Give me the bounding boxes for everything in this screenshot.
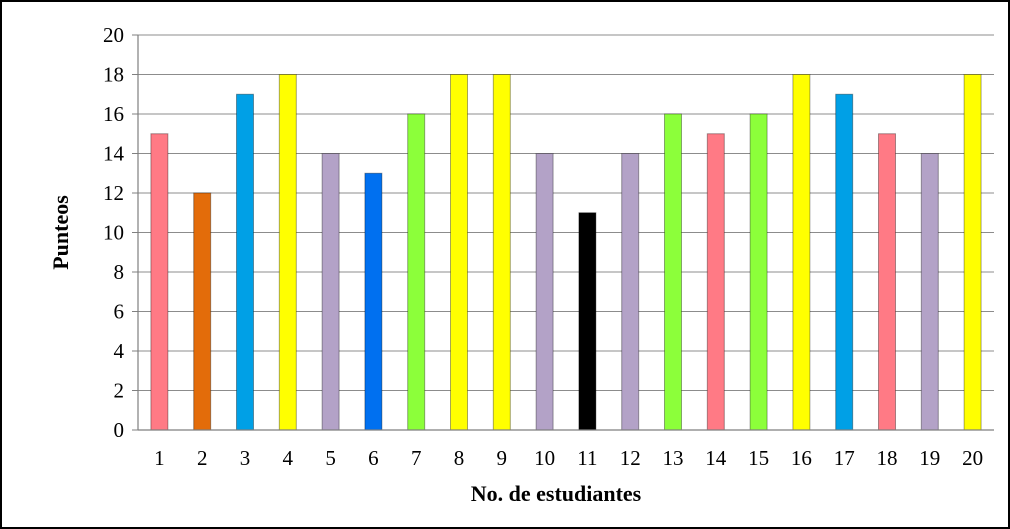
x-tick-label: 12 — [620, 446, 641, 470]
x-tick-label: 3 — [240, 446, 251, 470]
bar-14 — [706, 133, 725, 431]
y-tick-label: 6 — [114, 300, 125, 324]
x-tick-label: 11 — [577, 446, 597, 470]
y-tick-label: 4 — [114, 339, 125, 363]
x-tick-label: 18 — [877, 446, 898, 470]
x-tick-label: 4 — [283, 446, 294, 470]
y-tick-label: 18 — [103, 63, 124, 87]
x-tick-label: 6 — [368, 446, 379, 470]
bar-8 — [450, 74, 468, 431]
gridlines — [138, 34, 994, 431]
bar-19 — [920, 153, 939, 431]
y-axis-tick-labels: 0 2 4 6 8 10 12 14 16 18 20 — [103, 23, 138, 442]
y-tick-label: 12 — [103, 181, 124, 205]
y-tick-label: 0 — [114, 418, 125, 442]
x-tick-label: 9 — [497, 446, 508, 470]
x-tick-label: 2 — [197, 446, 208, 470]
y-tick-label: 8 — [114, 260, 125, 284]
y-tick-label: 16 — [103, 102, 124, 126]
bars — [150, 74, 982, 431]
x-tick-label: 17 — [834, 446, 855, 470]
x-tick-label: 7 — [411, 446, 422, 470]
x-tick-label: 13 — [663, 446, 684, 470]
x-tick-label: 15 — [748, 446, 769, 470]
x-tick-label: 16 — [791, 446, 812, 470]
bar-11 — [578, 212, 597, 431]
bar-18 — [878, 133, 896, 431]
bar-13 — [664, 113, 682, 431]
y-tick-label: 2 — [114, 379, 125, 403]
bar-15 — [749, 113, 768, 431]
bar-5 — [321, 153, 340, 431]
bar-2 — [193, 192, 212, 431]
x-tick-label: 19 — [919, 446, 940, 470]
y-axis-title: Punteos — [48, 195, 73, 270]
y-tick-label: 20 — [103, 23, 124, 47]
x-tick-label: 10 — [534, 446, 555, 470]
bar-9 — [492, 74, 511, 431]
bar-12 — [621, 153, 640, 431]
bar-1 — [150, 133, 169, 431]
bar-16 — [792, 74, 811, 431]
x-tick-label: 5 — [325, 446, 336, 470]
bar-7 — [407, 113, 426, 431]
y-tick-label: 14 — [103, 142, 125, 166]
x-tick-label: 20 — [962, 446, 983, 470]
bar-20 — [963, 74, 982, 431]
x-tick-label: 14 — [705, 446, 727, 470]
x-tick-label: 1 — [154, 446, 165, 470]
x-axis-tick-labels: 1 2 3 4 5 6 7 8 9 10 11 12 13 14 15 16 17 18 19 20 — [154, 446, 983, 470]
bar-17 — [835, 93, 854, 431]
x-tick-label: 8 — [454, 446, 465, 470]
x-axis-title: No. de estudiantes — [471, 481, 642, 506]
bar-4 — [278, 74, 297, 431]
y-tick-label: 10 — [103, 221, 124, 245]
bar-10 — [535, 153, 554, 431]
bar-6 — [364, 172, 383, 431]
bar-3 — [236, 93, 254, 431]
